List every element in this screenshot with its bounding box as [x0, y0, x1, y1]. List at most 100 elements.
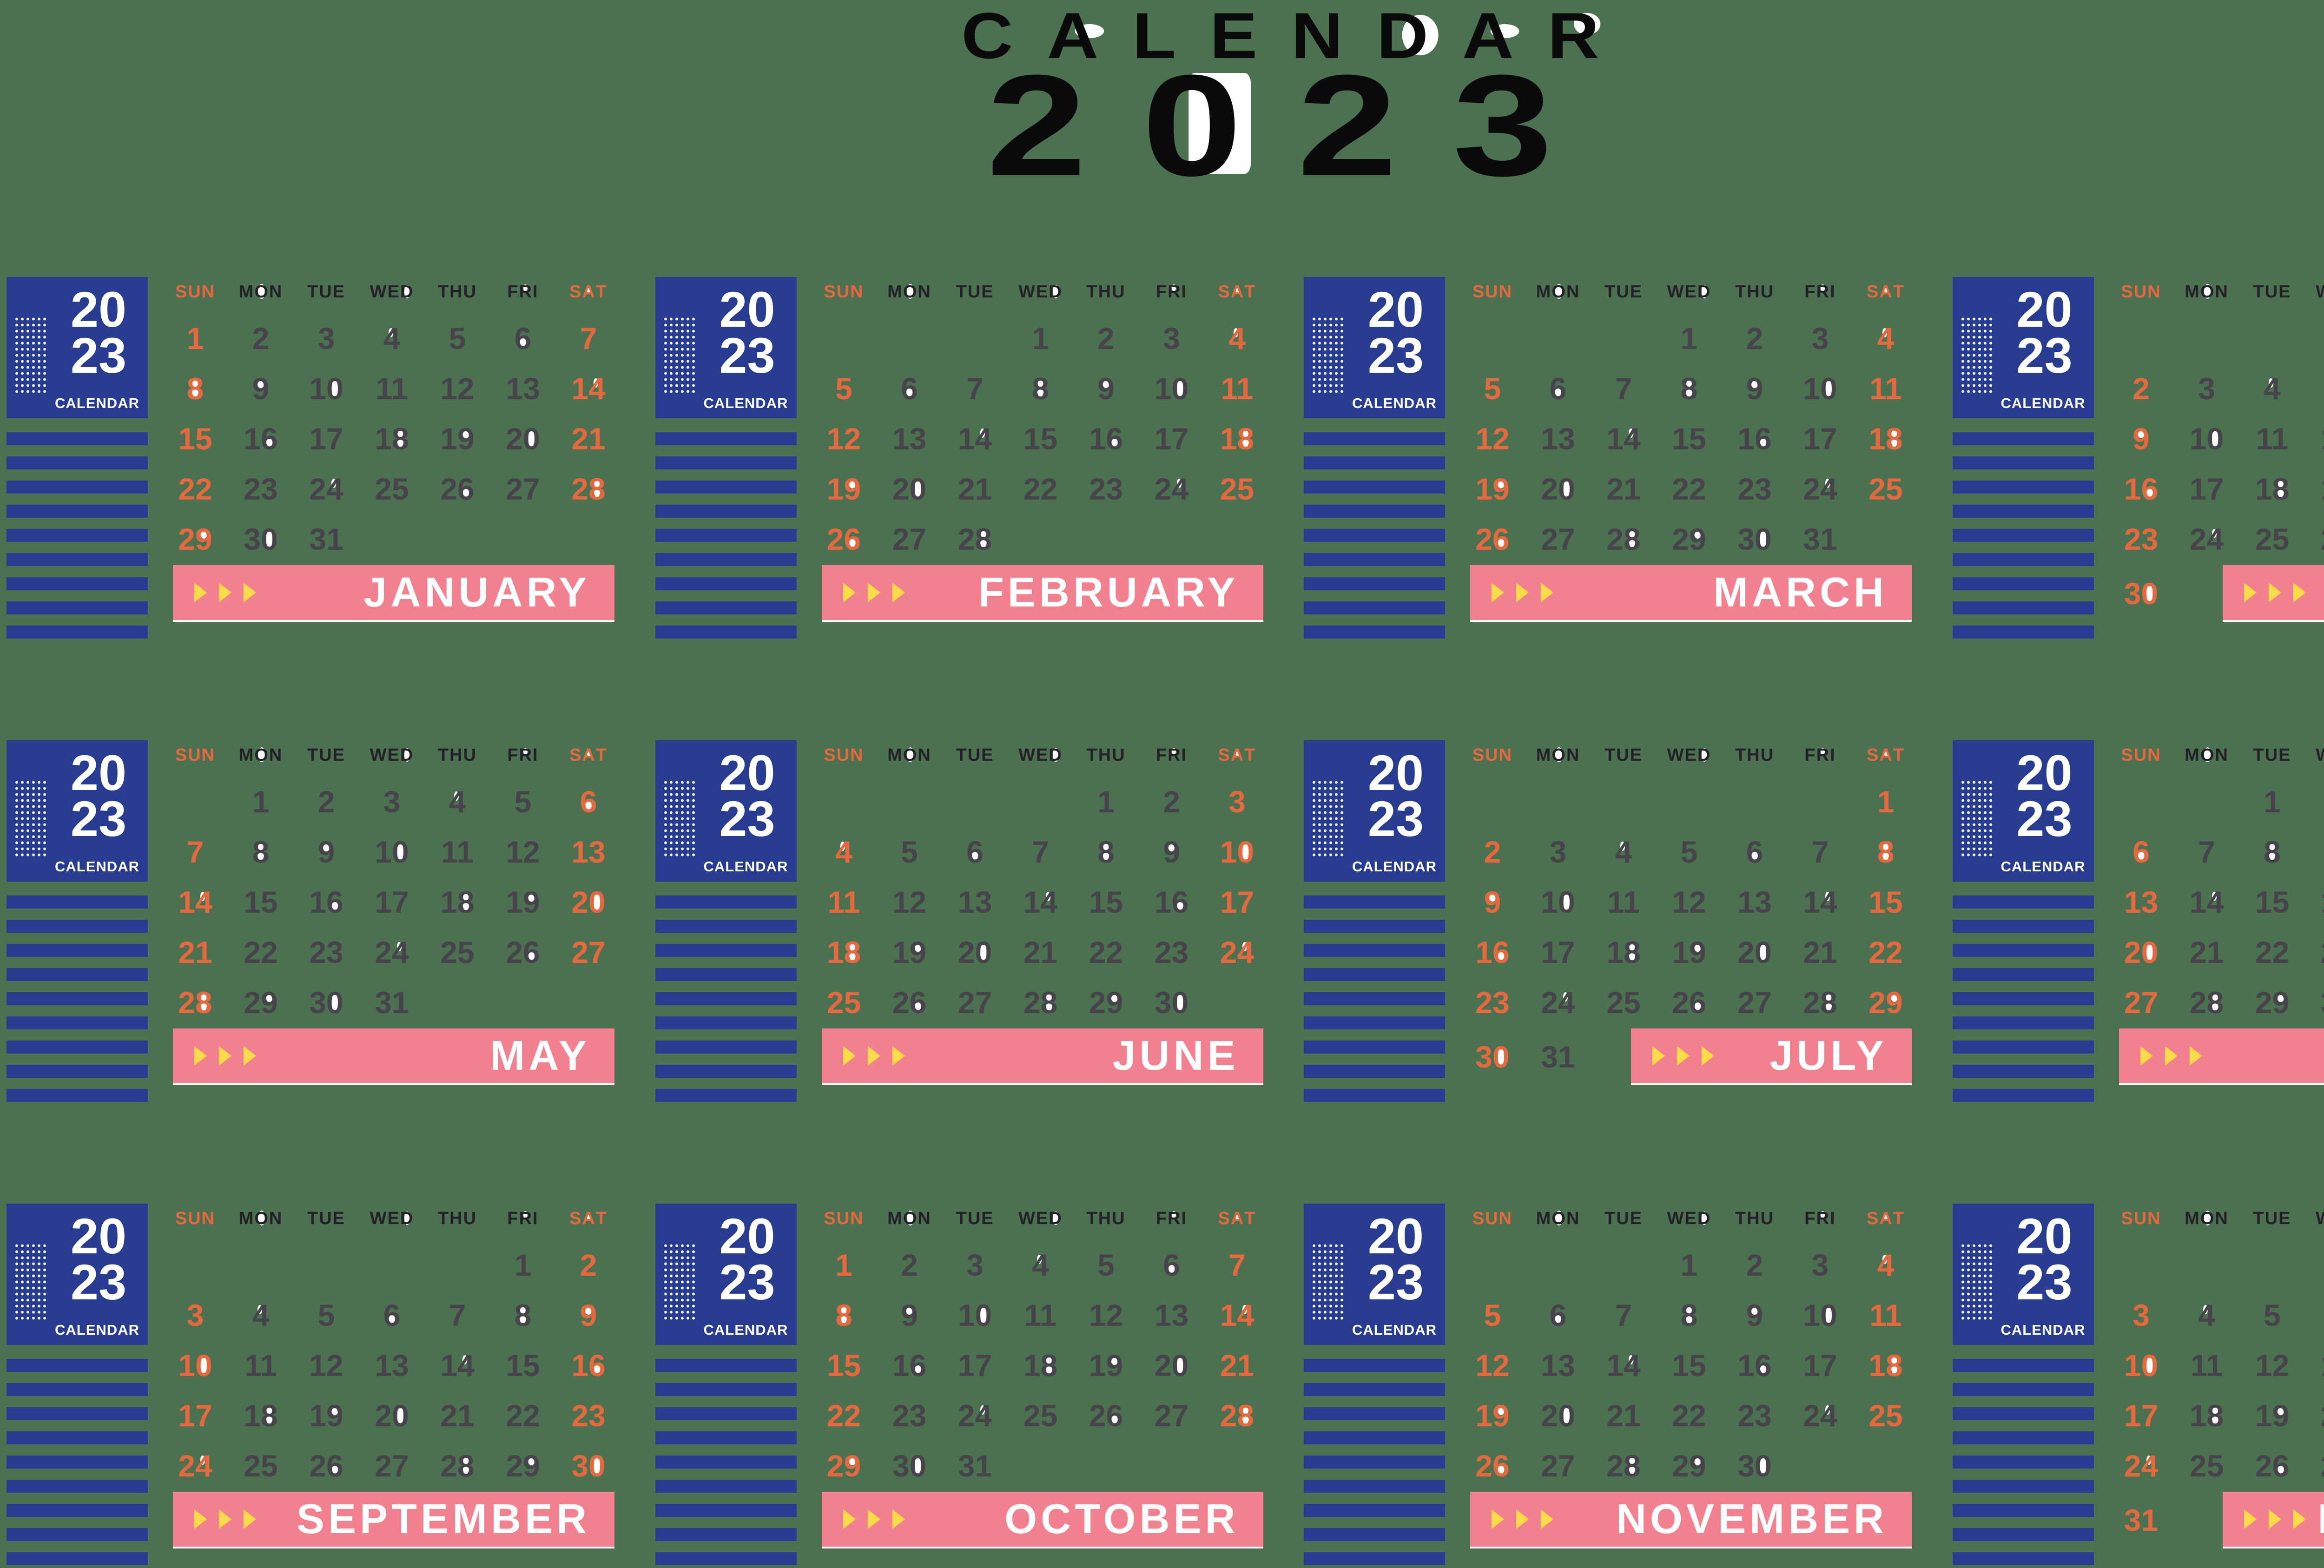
date-cell: 19	[425, 419, 490, 458]
triangle-right-icon	[1677, 1046, 1690, 1066]
badge-calendar-label: CALENDAR	[1994, 395, 2092, 412]
glyph-R: R	[519, 741, 533, 769]
date-cell: 28	[556, 469, 621, 508]
date-cell: 29	[1853, 983, 1918, 1022]
date-cell: 9	[1074, 369, 1139, 408]
date-cell: 16	[294, 883, 359, 922]
triangle-right-icon	[892, 1509, 905, 1529]
date-cell: 18	[2240, 469, 2305, 508]
date-cell: 20	[2109, 933, 2174, 972]
date-cell: 30	[294, 983, 359, 1022]
glyph-4: 4	[2198, 1296, 2215, 1335]
decorative-stripes	[1304, 1359, 1445, 1565]
date-cell: 15	[163, 419, 228, 458]
date-cell: 17	[2109, 1396, 2174, 1435]
date-cell: 22	[2240, 933, 2305, 972]
glyph-A: A	[1231, 741, 1244, 769]
glyph-6: 6	[383, 1296, 401, 1335]
date-cell: 24	[1525, 983, 1591, 1022]
date-cell: 19	[1074, 1346, 1139, 1385]
glyph-9: 9	[580, 1296, 597, 1335]
month-name-label: MARCH	[1713, 572, 1912, 613]
month-name-label: SEPTEMBER	[297, 1498, 614, 1540]
badge-calendar-label: CALENDAR	[48, 395, 146, 412]
glyph-9: 9	[1746, 369, 1763, 408]
date-cell: 20	[943, 933, 1008, 972]
date-cell: 27	[877, 520, 942, 559]
date-cell: 23	[1139, 933, 1204, 972]
date-cell: 13	[490, 369, 555, 408]
decorative-stripes	[1953, 432, 2094, 639]
date-cell: 27	[359, 1446, 424, 1485]
halftone-dots-pattern	[1960, 316, 1994, 395]
date-cell: 16	[2109, 469, 2174, 508]
glyph-6: 6	[901, 369, 918, 408]
decorative-stripes	[1304, 432, 1445, 639]
halftone-dots-pattern	[1311, 316, 1346, 395]
date-cell: 7	[1788, 832, 1853, 871]
day-header-sun: SUN	[812, 1205, 877, 1232]
date-cell: 18	[359, 419, 424, 458]
decorative-stripes	[1953, 896, 2094, 1102]
date-cell: 15	[2240, 883, 2305, 922]
date-cell: 28	[163, 983, 228, 1022]
glyph-4: 4	[1558, 983, 1575, 1022]
day-header-mon: MON	[1525, 1205, 1591, 1232]
date-cell: 18	[2174, 1396, 2239, 1435]
triangle-right-icon	[1541, 583, 1553, 602]
glyph-9: 9	[1746, 1296, 1763, 1335]
date-cell: 12	[490, 832, 555, 871]
glyph-4: 4	[449, 782, 466, 821]
date-cell: 27	[490, 469, 555, 508]
glyph-4: 4	[835, 832, 852, 871]
date-cell: 3	[1205, 782, 1270, 821]
day-header-wed: WED	[1657, 741, 1722, 769]
banner-arrows	[2140, 1046, 2214, 1066]
glyph-4: 4	[2207, 520, 2224, 559]
date-cell: 2	[228, 319, 293, 358]
badge-year-top: 20	[700, 286, 795, 332]
date-cell: 20	[1139, 1346, 1204, 1385]
triangle-right-icon	[2269, 583, 2281, 602]
glyph-6: 6	[1492, 933, 1510, 972]
glyph-9: 9	[523, 883, 540, 922]
date-cell: 23	[2305, 933, 2324, 972]
halftone-dots-pattern	[14, 779, 48, 858]
date-cell: 7	[1205, 1245, 1270, 1285]
date-cell: 2	[1460, 832, 1525, 871]
day-header-sun: SUN	[812, 741, 877, 769]
date-cell: 9	[1722, 369, 1787, 408]
date-cell: 4	[2174, 1296, 2239, 1335]
date-cell: 5	[1074, 1245, 1139, 1285]
day-header-tue: TUE	[2240, 1205, 2305, 1232]
date-cell: 11	[2240, 419, 2305, 458]
glyph-6: 6	[1172, 883, 1189, 922]
glyph-9: 9	[1106, 983, 1123, 1022]
glyph-4: 4	[1237, 1296, 1254, 1335]
glyph-O: O	[254, 741, 269, 769]
glyph-6: 6	[1550, 369, 1567, 408]
date-cell: 29	[163, 520, 228, 559]
date-cell: 12	[2305, 419, 2324, 458]
date-cell: 7	[1591, 369, 1656, 408]
day-header-tue: TUE	[294, 278, 359, 306]
date-cell: 8	[1657, 369, 1722, 408]
date-cell: 30	[228, 520, 293, 559]
date-cell: 28	[1205, 1396, 1270, 1435]
triangle-right-icon	[219, 1509, 231, 1529]
date-cell: 13	[359, 1346, 424, 1385]
glyph-O: O	[903, 741, 918, 769]
date-cell: 14	[943, 419, 1008, 458]
date-cell: 12	[2240, 1346, 2305, 1385]
month-name-label: JULY	[1769, 1035, 1912, 1077]
date-cell: 17	[1525, 933, 1591, 972]
glyph-R: R	[1168, 278, 1181, 306]
date-cell: 22	[1008, 469, 1073, 508]
day-header-wed: WED	[1657, 278, 1722, 306]
date-cell: 20	[490, 419, 555, 458]
glyph-A: A	[1879, 741, 1893, 769]
glyph-0: 0	[1172, 1346, 1189, 1385]
date-cell: 3	[163, 1296, 228, 1335]
